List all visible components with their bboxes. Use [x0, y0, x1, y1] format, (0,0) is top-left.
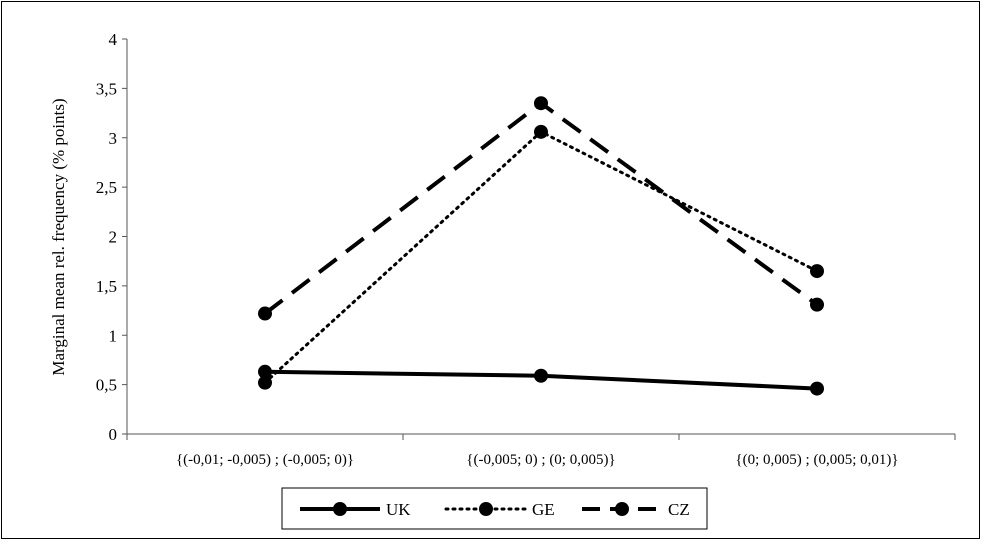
y-tick-label: 0 — [109, 425, 118, 444]
y-tick-label: 0,5 — [96, 376, 117, 395]
x-category-label: {(-0,005; 0) ; (0; 0,005)} — [466, 452, 615, 468]
x-category-label: {(0; 0,005) ; (0,005; 0,01)} — [735, 452, 898, 468]
y-axis-label: Marginal mean rel. frequency (% points) — [49, 98, 68, 375]
x-category-label: {(-0,01; -0,005) ; (-0,005; 0)} — [176, 452, 354, 468]
data-point — [810, 297, 824, 312]
data-point — [258, 364, 272, 379]
legend-label: UK — [386, 500, 411, 519]
series-cz — [258, 96, 824, 321]
data-point — [258, 306, 272, 321]
series-layer — [258, 96, 824, 396]
y-tick-label: 2 — [109, 228, 118, 247]
x-axis: {(-0,01; -0,005) ; (-0,005; 0)} {(-0,005;… — [126, 433, 956, 468]
series-ge — [258, 124, 824, 390]
legend-marker — [333, 502, 347, 516]
y-tick-label: 1 — [109, 326, 118, 345]
legend-marker — [615, 502, 629, 516]
y-tick-label: 1,5 — [96, 277, 117, 296]
legend-label: GE — [532, 500, 555, 519]
legend-entry-cz: CZ — [582, 500, 690, 519]
legend-entry-uk: UK — [300, 500, 411, 519]
legend-label: CZ — [668, 500, 690, 519]
legend-marker — [479, 502, 493, 516]
data-point — [534, 124, 548, 139]
y-tick-label: 3 — [109, 129, 118, 148]
series-uk — [258, 364, 824, 396]
y-tick-label: 4 — [109, 30, 118, 49]
y-axis: 0 0,5 1 1,5 2 2,5 3 3,5 4 — [96, 30, 128, 444]
legend-entry-ge: GE — [444, 500, 555, 519]
data-point — [810, 381, 824, 396]
data-point — [258, 375, 272, 390]
y-tick-label: 2,5 — [96, 178, 117, 197]
legend: UK GE CZ — [281, 487, 708, 530]
y-tick-label: 3,5 — [96, 79, 117, 98]
data-point — [534, 368, 548, 383]
series-line — [263, 130, 819, 385]
data-point — [534, 96, 548, 111]
data-point — [810, 264, 824, 279]
